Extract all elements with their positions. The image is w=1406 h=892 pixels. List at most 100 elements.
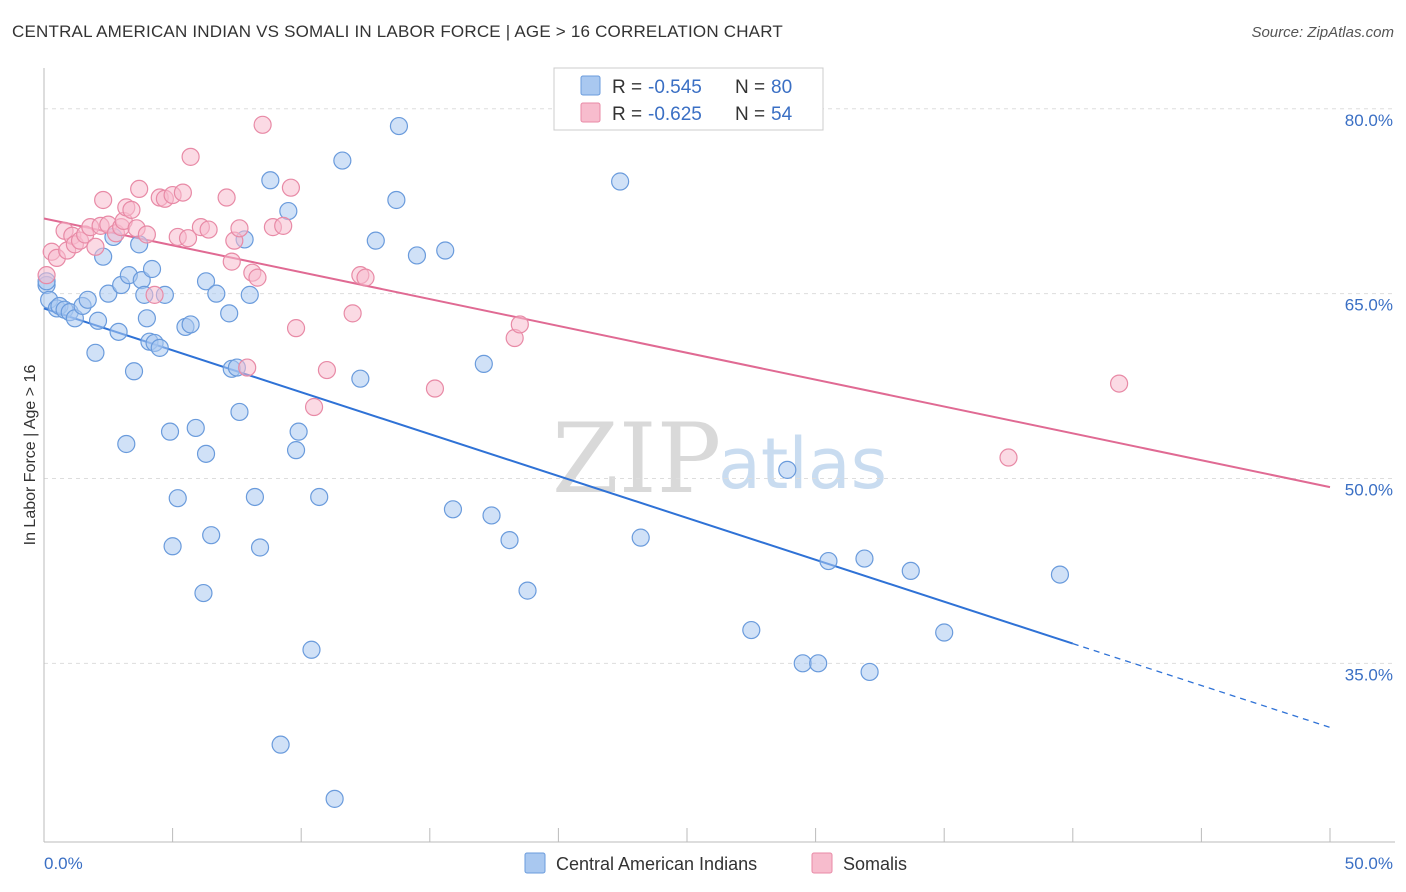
y-tick-label: 50.0% — [1345, 480, 1393, 499]
point-central-american-indians — [142, 259, 162, 279]
legend-n-value-1: 54 — [771, 104, 793, 125]
point-somalis — [286, 319, 306, 338]
point-central-american-indians — [351, 369, 370, 388]
bottom-legend-swatch-central-american-indians — [524, 852, 546, 874]
point-central-american-indians — [389, 116, 409, 136]
y-axis-title: In Labor Force | Age > 16 — [22, 365, 39, 546]
point-central-american-indians — [160, 422, 180, 441]
point-central-american-indians — [325, 789, 344, 808]
point-somalis — [274, 216, 293, 235]
point-central-american-indians — [261, 171, 280, 190]
bottom-legend-label-somalis: Somalis — [843, 854, 907, 874]
point-somalis — [222, 252, 241, 271]
legend-swatch-central-american-indians — [580, 75, 601, 96]
point-central-american-indians — [778, 460, 797, 479]
point-central-american-indians — [289, 422, 308, 441]
point-central-american-indians — [194, 583, 213, 603]
point-somalis — [238, 358, 257, 377]
point-somalis — [304, 397, 324, 417]
point-somalis — [248, 268, 267, 287]
point-central-american-indians — [240, 285, 259, 304]
point-somalis — [86, 237, 105, 256]
chart-title: CENTRAL AMERICAN INDIAN VS SOMALI IN LAB… — [12, 22, 783, 41]
point-central-american-indians — [302, 640, 321, 659]
point-central-american-indians — [901, 561, 920, 581]
point-somalis — [94, 190, 113, 210]
point-central-american-indians — [78, 290, 97, 309]
grid-lines — [44, 108, 1395, 664]
point-central-american-indians — [1050, 565, 1070, 584]
point-somalis — [1109, 374, 1129, 393]
trend-line-central-american-indians — [43, 307, 1074, 645]
point-somalis — [137, 225, 156, 244]
legend-r-value-0: -0.545 — [648, 77, 702, 98]
point-central-american-indians — [387, 190, 406, 210]
trend-line-somalis — [43, 217, 1331, 489]
trend-lines — [43, 217, 1331, 729]
point-somalis — [281, 178, 301, 197]
point-central-american-indians — [181, 315, 200, 334]
legend-n-label-1: N = — [735, 104, 765, 125]
point-central-american-indians — [88, 311, 108, 330]
point-somalis — [178, 229, 198, 248]
point-central-american-indians — [500, 530, 519, 550]
point-somalis — [999, 448, 1018, 467]
point-central-american-indians — [230, 402, 249, 422]
point-central-american-indians — [631, 528, 650, 547]
correlation-legend: R = -0.545 N = 80 R = -0.625 N = 54 — [553, 67, 824, 131]
series-legend: Central American Indians Somalis — [524, 852, 907, 874]
point-central-american-indians — [819, 551, 838, 571]
watermark-atlas: atlas — [718, 423, 887, 505]
legend-swatch-somalis — [580, 102, 601, 123]
point-central-american-indians — [196, 272, 216, 291]
point-central-american-indians — [150, 338, 169, 357]
point-central-american-indians — [117, 434, 136, 454]
watermark-zip: ZIP — [552, 403, 721, 515]
point-central-american-indians — [271, 735, 290, 754]
point-central-american-indians — [163, 537, 182, 556]
point-somalis — [199, 220, 218, 239]
y-tick-label: 65.0% — [1345, 296, 1393, 315]
point-somalis — [510, 315, 529, 334]
point-somalis — [343, 304, 362, 323]
point-central-american-indians — [250, 538, 270, 557]
legend-r-label-0: R = — [612, 77, 642, 98]
point-central-american-indians — [202, 526, 221, 545]
point-somalis — [37, 266, 56, 285]
point-somalis — [217, 188, 236, 207]
point-central-american-indians — [809, 654, 828, 673]
legend-r-label-1: R = — [612, 104, 642, 125]
point-somalis — [253, 115, 272, 134]
point-central-american-indians — [310, 487, 329, 507]
point-central-american-indians — [518, 581, 537, 600]
axes — [43, 68, 1395, 843]
point-somalis — [122, 200, 141, 219]
point-central-american-indians — [124, 362, 144, 381]
point-central-american-indians — [207, 284, 226, 303]
bottom-legend-label-central-american-indians: Central American Indians — [556, 854, 757, 874]
point-central-american-indians — [935, 623, 954, 642]
point-central-american-indians — [482, 506, 501, 525]
y-tick-labels: 35.0% 50.0% 65.0% 80.0% — [1345, 111, 1393, 685]
point-central-american-indians — [186, 418, 205, 438]
bottom-legend-swatch-somalis — [811, 852, 833, 874]
trend-line-extension — [1072, 642, 1331, 729]
point-central-american-indians — [793, 654, 812, 673]
point-central-american-indians — [286, 441, 306, 460]
point-central-american-indians — [860, 662, 879, 682]
point-somalis — [425, 379, 445, 398]
point-central-american-indians — [168, 489, 187, 508]
point-somalis — [173, 183, 192, 202]
point-central-american-indians — [245, 487, 265, 507]
point-central-american-indians — [333, 151, 352, 170]
y-tick-label: 80.0% — [1345, 111, 1393, 130]
point-central-american-indians — [474, 354, 493, 373]
point-central-american-indians — [196, 444, 216, 463]
data-points — [37, 115, 1129, 808]
point-central-american-indians — [99, 284, 118, 303]
x-tick-label-min: 0.0% — [44, 854, 83, 873]
point-central-american-indians — [855, 549, 874, 568]
point-somalis — [230, 219, 249, 238]
point-central-american-indians — [436, 241, 455, 260]
